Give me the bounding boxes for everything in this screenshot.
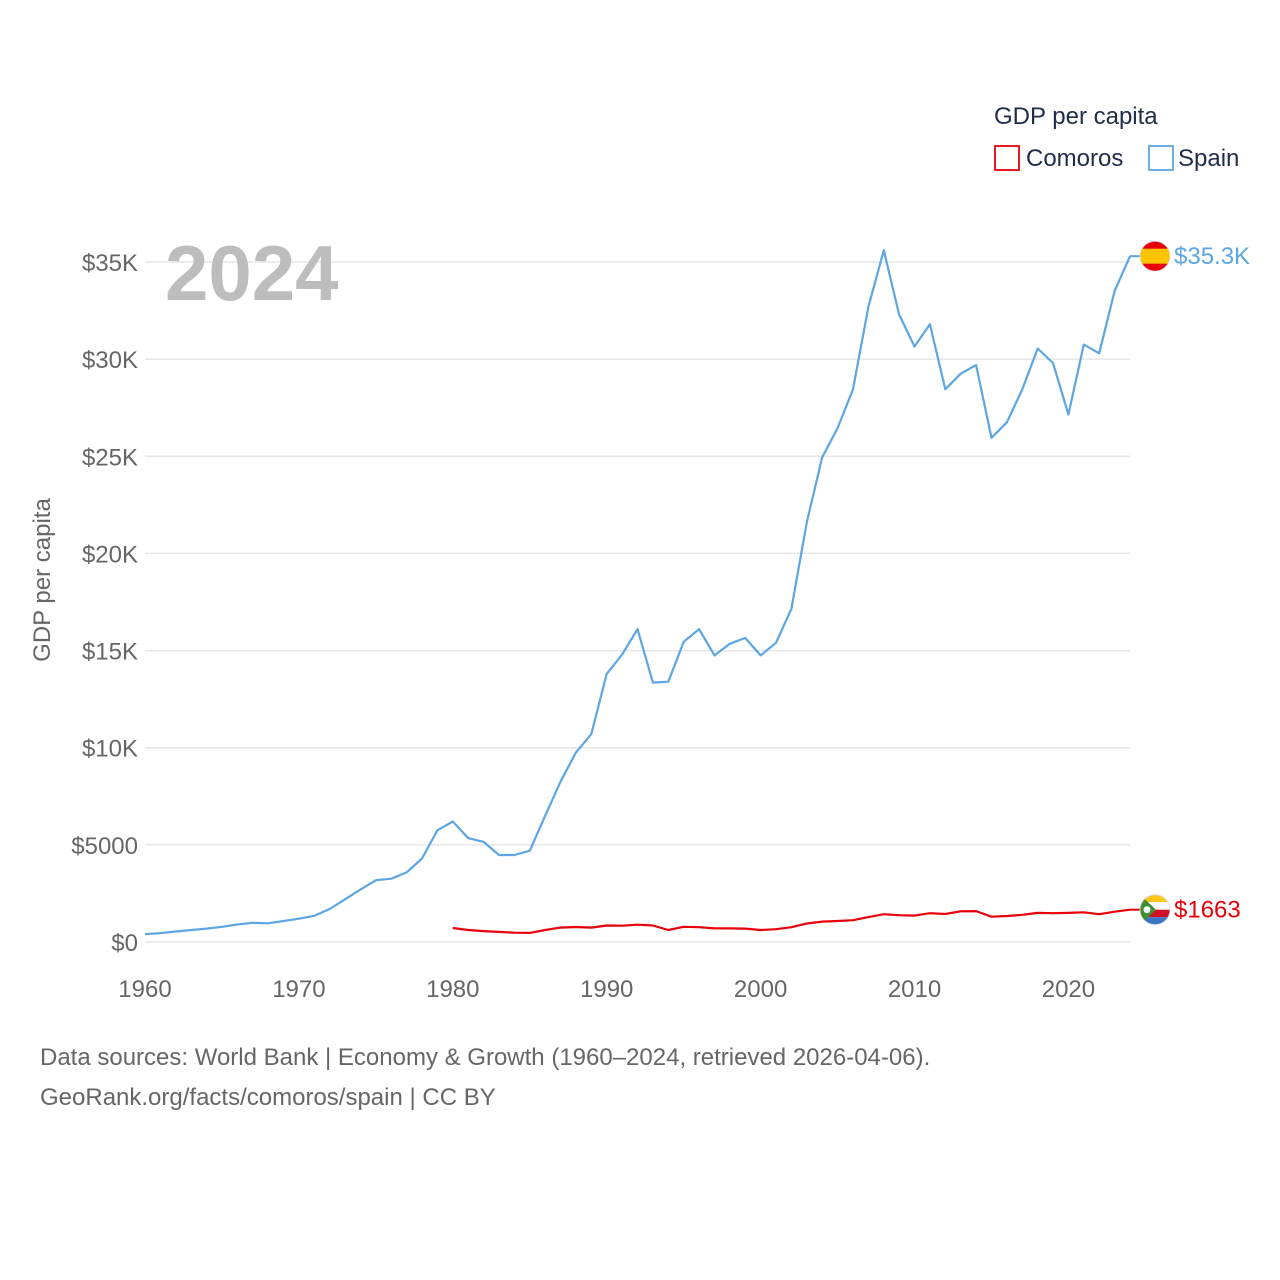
x-tick-label: 2010 <box>888 976 941 1003</box>
y-tick-label: $0 <box>111 930 138 957</box>
comoros-flag-icon <box>1139 894 1171 926</box>
x-axis-ticks: 1960 1970 1980 1990 2000 2010 2020 <box>118 976 1095 1003</box>
x-tick-label: 2000 <box>734 976 787 1003</box>
y-tick-label: $35K <box>82 250 138 277</box>
end-value-label-comoros: $1663 <box>1174 897 1241 924</box>
legend-swatch-spain <box>1148 145 1174 171</box>
x-tick-label: 1970 <box>272 976 325 1003</box>
footer-attribution: GeoRank.org/facts/comoros/spain | CC BY <box>40 1084 496 1111</box>
legend-swatch-comoros <box>994 145 1020 171</box>
end-value-label-spain: $35.3K <box>1174 243 1250 270</box>
y-tick-label: $10K <box>82 736 138 763</box>
legend-label-comoros: Comoros <box>1026 145 1123 172</box>
x-tick-label: 1980 <box>426 976 479 1003</box>
y-tick-label: $15K <box>82 639 138 666</box>
y-tick-label: $25K <box>82 444 138 471</box>
grid-lines <box>145 261 1130 943</box>
year-label: 2024 <box>165 229 339 317</box>
legend: GDP per capita Comoros Spain <box>994 103 1239 172</box>
y-tick-label: $20K <box>82 541 138 568</box>
series-line-spain <box>144 249 1132 936</box>
y-tick-label: $30K <box>82 347 138 374</box>
x-tick-label: 1960 <box>118 976 171 1003</box>
y-axis-title: GDP per capita <box>29 498 56 662</box>
legend-label-spain: Spain <box>1178 145 1239 172</box>
x-tick-label: 1990 <box>580 976 633 1003</box>
x-tick-label: 2020 <box>1042 976 1095 1003</box>
legend-title: GDP per capita <box>994 103 1158 130</box>
footer-sources: Data sources: World Bank | Economy & Gro… <box>40 1044 931 1071</box>
y-tick-label: $5000 <box>71 833 138 860</box>
series-line-comoros <box>452 908 1131 935</box>
end-labels: $35.3K $1663 <box>1130 240 1250 926</box>
y-axis-ticks: $0 $5000 $10K $15K $20K $25K $30K $35K <box>71 250 138 957</box>
spain-flag-icon <box>1139 240 1171 272</box>
series-layer <box>144 249 1132 936</box>
